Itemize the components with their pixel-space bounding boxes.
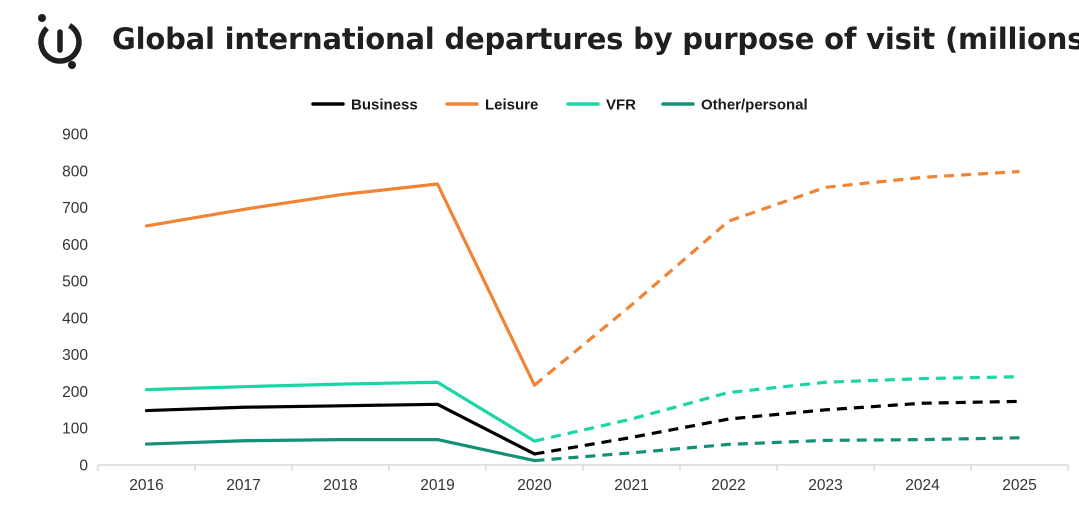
chart-legend: Business Leisure VFR Other/personal — [311, 97, 808, 114]
series-line-forecast — [534, 375, 1020, 443]
legend-label: VFR — [606, 97, 636, 114]
y-tick-label: 600 — [62, 237, 88, 254]
x-tick-label: 2021 — [614, 477, 648, 494]
x-tick-label: 2019 — [420, 477, 454, 494]
x-tick-label: 2017 — [226, 477, 260, 494]
y-tick-label: 200 — [62, 384, 88, 401]
x-tick-label: 2025 — [1002, 477, 1036, 494]
brand-logo-icon — [38, 14, 82, 69]
series-line-actual — [144, 182, 537, 387]
x-axis: 2016 2017 2018 2019 2020 2021 2022 2023 2024 2025 — [97, 464, 1069, 494]
x-tick-label: 2018 — [323, 477, 357, 494]
legend-label: Business — [351, 97, 418, 114]
series-line-actual — [144, 380, 537, 443]
y-tick-label: 300 — [62, 347, 88, 364]
chart-title: Global international departures by purpo… — [112, 22, 1079, 56]
y-axis: 0 100 200 300 400 500 600 700 800 900 — [62, 127, 88, 475]
series-line-forecast — [533, 169, 1020, 387]
series-line-actual — [144, 438, 537, 463]
x-tick-label: 2022 — [711, 477, 745, 494]
y-tick-label: 500 — [62, 274, 88, 291]
x-tick-label: 2020 — [517, 477, 552, 494]
y-tick-label: 400 — [62, 310, 88, 327]
legend-label: Leisure — [485, 97, 538, 114]
series-line-forecast — [534, 399, 1020, 456]
y-tick-label: 700 — [62, 200, 88, 217]
x-tick-label: 2024 — [905, 477, 940, 494]
y-tick-label: 100 — [62, 421, 88, 438]
series-line-actual — [144, 402, 537, 456]
y-tick-label: 0 — [79, 458, 88, 475]
legend-label: Other/personal — [701, 97, 808, 114]
series-line-forecast — [534, 436, 1020, 463]
x-tick-label: 2016 — [129, 477, 163, 494]
y-tick-label: 900 — [62, 127, 88, 144]
series-lines — [144, 169, 1020, 463]
x-tick-label: 2023 — [808, 477, 842, 494]
y-tick-label: 800 — [62, 163, 88, 180]
